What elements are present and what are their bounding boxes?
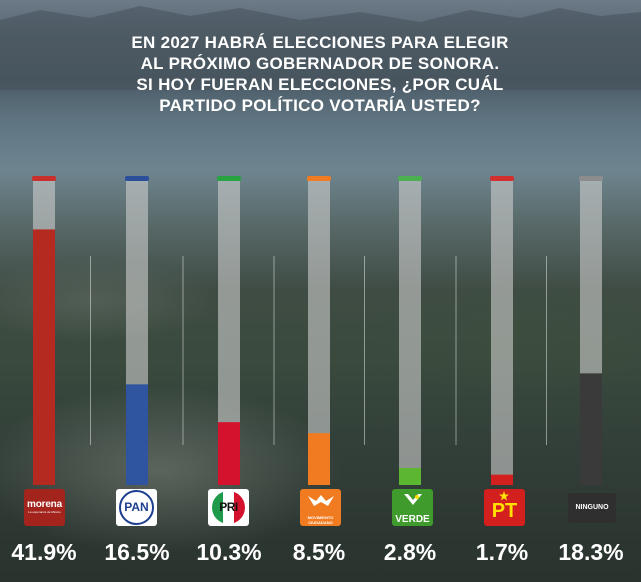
star-icon <box>499 491 509 501</box>
value-label-mc: 8.5% <box>293 539 345 565</box>
morena-logo-text: morena <box>27 499 62 510</box>
bar-cap-ninguno <box>579 176 603 181</box>
bar-pri <box>218 422 240 485</box>
mountain-silhouette <box>0 6 641 90</box>
pt-logo-text: PT <box>491 500 518 522</box>
ninguno-logo-text: NINGUNO <box>575 504 609 511</box>
bar-cap-pt <box>490 176 514 181</box>
pri-logo-text: PRI <box>219 500 238 514</box>
bar-track-pt <box>491 180 513 485</box>
bar-pt <box>491 474 513 485</box>
value-label-verde: 2.8% <box>384 539 436 565</box>
bar-cap-mc <box>307 176 331 181</box>
morena-logo-subtext: La esperanza de México <box>28 510 61 514</box>
value-label-morena: 41.9% <box>11 539 76 565</box>
verde-toucan-logo: VERDE <box>392 489 433 526</box>
value-label-ninguno: 18.3% <box>558 539 623 565</box>
bar-cap-morena <box>32 176 56 181</box>
bar-morena <box>33 229 55 485</box>
ninguno-box: NINGUNO <box>568 493 616 523</box>
eagle-icon <box>307 495 334 506</box>
bar-cap-pan <box>125 176 149 181</box>
pan-logo-text: PAN <box>124 500 149 514</box>
chart-title: EN 2027 HABRÁ ELECCIONES PARA ELEGIR AL … <box>60 32 580 116</box>
pt-star-logo: PT <box>484 489 525 526</box>
title-line: PARTIDO POLÍTICO VOTARÍA USTED? <box>159 96 481 115</box>
pan-logo: PAN <box>116 489 157 526</box>
toucan-icon <box>403 494 422 505</box>
value-label-pri: 10.3% <box>196 539 261 565</box>
title-line: AL PRÓXIMO GOBERNADOR DE SONORA. <box>140 54 500 73</box>
bar-track-mc <box>308 180 330 485</box>
mc-eagle-logo: MOVIMIENTO CIUDADANO <box>300 489 341 526</box>
bar-mc <box>308 433 330 485</box>
value-label-pan: 16.5% <box>104 539 169 565</box>
bar-cap-pri <box>217 176 241 181</box>
bar-track-verde <box>399 180 421 485</box>
morena-logo: morena La esperanza de México <box>24 489 65 526</box>
bar-pan <box>126 384 148 485</box>
mc-logo-text: MOVIMIENTO CIUDADANO <box>307 515 334 525</box>
bar-ninguno <box>580 373 602 485</box>
title-line: EN 2027 HABRÁ ELECCIONES PARA ELEGIR <box>131 33 509 52</box>
verde-logo-text: VERDE <box>395 514 430 525</box>
bar-verde <box>399 467 421 485</box>
value-label-pt: 1.7% <box>476 539 528 565</box>
bar-track-pri <box>218 180 240 485</box>
pri-logo: PRI <box>208 489 249 526</box>
title-line: SI HOY FUERAN ELECCIONES, ¿POR CUÁL <box>136 75 504 94</box>
bar-cap-verde <box>398 176 422 181</box>
